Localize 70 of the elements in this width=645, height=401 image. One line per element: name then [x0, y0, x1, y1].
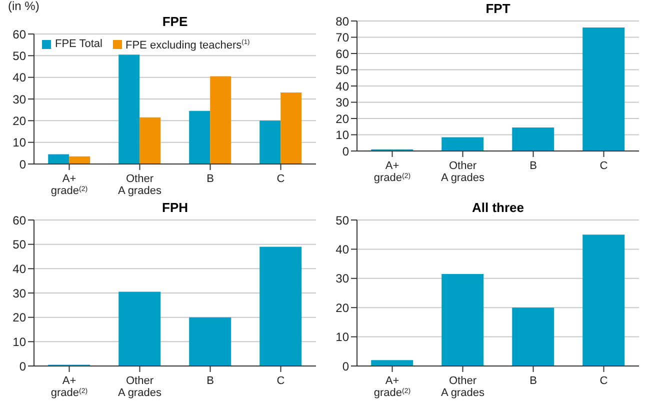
y-tick-label: 40	[12, 70, 26, 85]
y-tick-label: 20	[336, 112, 350, 126]
bar	[260, 120, 281, 164]
bar	[210, 76, 232, 164]
y-tick-label: 60	[336, 46, 350, 61]
y-tick-label: 30	[336, 272, 350, 286]
bar	[140, 117, 161, 164]
x-tick-label: Other A grades	[118, 173, 162, 197]
y-tick-label: 30	[336, 96, 350, 110]
x-tick-label: C	[600, 375, 608, 387]
bar	[512, 308, 554, 366]
bar	[442, 137, 484, 151]
y-tick-label: 30	[12, 92, 26, 106]
bar	[582, 28, 625, 151]
bar	[280, 92, 302, 164]
y-tick-label: 70	[336, 30, 350, 45]
y-tick-label: 10	[12, 334, 26, 349]
x-tick-label: B	[530, 375, 537, 387]
y-tick-label: 60	[12, 213, 26, 228]
bar	[371, 360, 414, 366]
x-tick-label: B	[206, 375, 214, 387]
y-axis-title: (in %)	[8, 0, 40, 13]
y-tick-label: 0	[342, 144, 350, 158]
chart-title: FPH	[162, 200, 188, 215]
y-tick-label: 20	[336, 300, 350, 315]
y-tick-label: 30	[12, 286, 26, 300]
legend-label: FPE excluding teachers$^{(1)}$	[126, 39, 250, 52]
y-tick-label: 0	[19, 359, 26, 374]
x-tick-label: A+ grade$^{(2)}$	[374, 375, 411, 399]
x-tick-label: A+ grade$^{(2)}$	[50, 375, 88, 399]
y-tick-label: 50	[336, 213, 350, 228]
x-tick-label: B	[206, 173, 214, 185]
y-tick-label: 60	[12, 27, 26, 42]
bar	[189, 317, 232, 366]
y-tick-label: 20	[12, 114, 26, 128]
legend-label: FPE Total	[55, 38, 102, 50]
x-tick-label: B	[530, 160, 537, 172]
bar	[442, 274, 484, 366]
x-tick-label: C	[276, 173, 285, 185]
bar	[582, 234, 625, 366]
y-tick-label: 10	[12, 136, 26, 150]
x-tick-label: C	[276, 375, 285, 387]
y-tick-label: 50	[12, 48, 26, 63]
y-tick-label: 40	[336, 242, 350, 256]
x-tick-label: Other A grades	[441, 160, 485, 184]
x-tick-label: A+ grade$^{(2)}$	[374, 160, 411, 184]
chart-title: FPE	[162, 14, 188, 29]
y-tick-label: 80	[336, 14, 350, 28]
x-tick-label: Other A grades	[118, 375, 162, 399]
chart-title: FPT	[486, 1, 510, 16]
bar	[69, 156, 90, 164]
y-tick-label: 0	[342, 359, 350, 374]
y-tick-label: 40	[12, 262, 26, 276]
y-tick-label: 10	[336, 330, 350, 344]
chart-title: All three	[472, 200, 524, 215]
bar	[48, 154, 70, 164]
y-tick-label: 50	[336, 63, 350, 78]
bar	[118, 54, 140, 164]
y-tick-label: 10	[336, 128, 350, 142]
x-tick-label: C	[600, 160, 608, 172]
bar	[118, 292, 161, 366]
bar	[512, 127, 554, 151]
y-tick-label: 40	[336, 79, 350, 94]
y-tick-label: 20	[12, 310, 26, 325]
bar	[189, 110, 210, 164]
y-tick-label: 50	[12, 238, 26, 252]
x-tick-label: Other A grades	[441, 375, 485, 399]
x-tick-label: A+ grade$^{(2)}$	[50, 173, 88, 197]
bar	[260, 246, 302, 366]
y-tick-label: 0	[19, 157, 26, 172]
